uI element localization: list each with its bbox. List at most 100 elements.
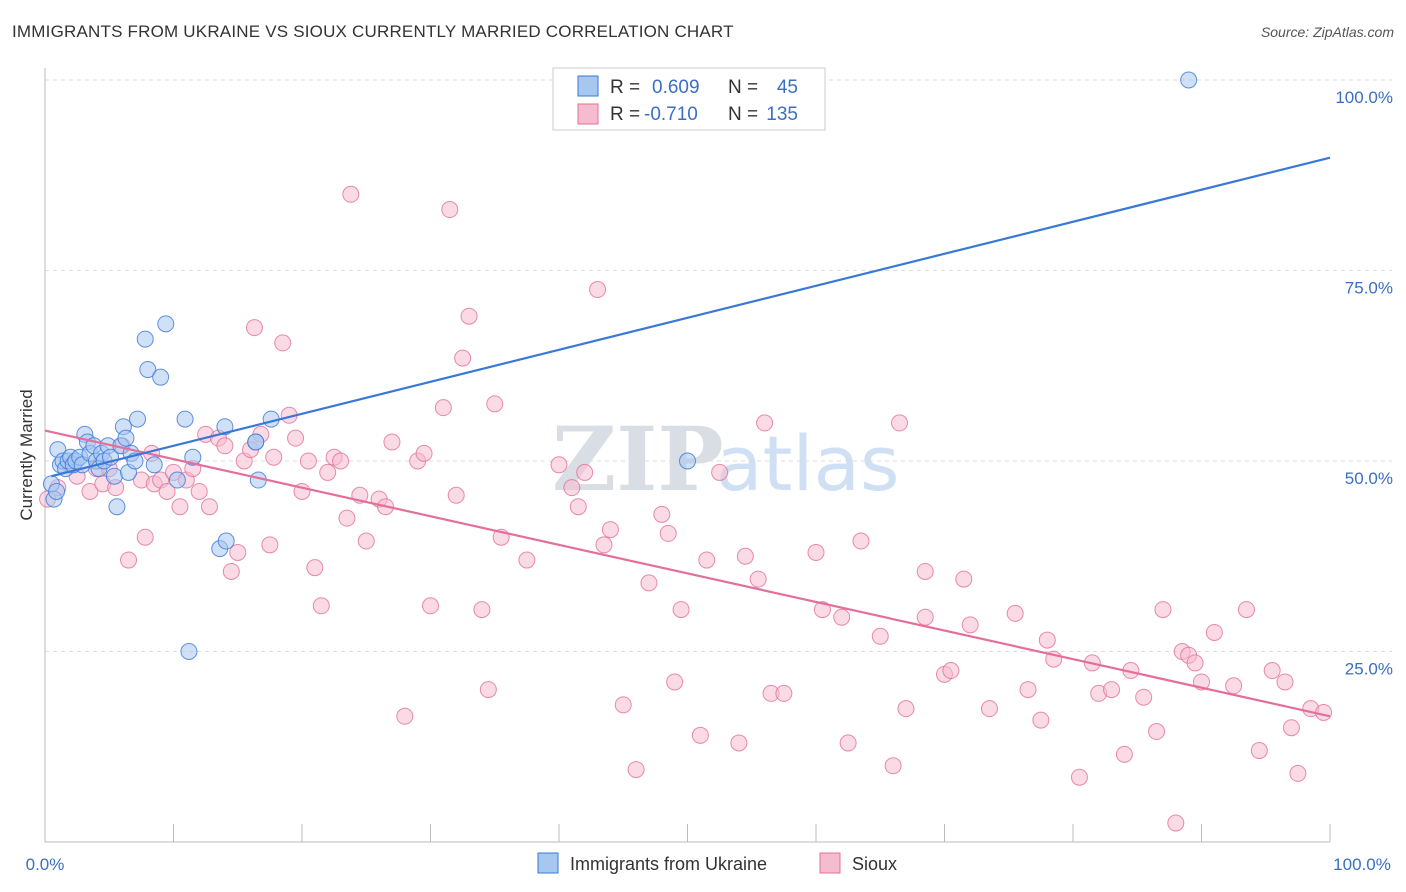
ukraine-point-45 [247, 433, 265, 451]
sioux-point-79 [691, 726, 709, 744]
ukraine-point-40 [184, 448, 202, 466]
sioux-point-34 [274, 334, 292, 352]
watermark-atlas: atlas [716, 419, 900, 508]
ukraine-point-35 [152, 368, 170, 386]
ukraine-point-24 [108, 498, 126, 516]
sioux-point-91 [839, 734, 857, 752]
legend-top: R = 0.609 N = 45 R = -0.710 N = 135 [552, 67, 826, 131]
trend-lines [44, 156, 1331, 718]
sioux-point-82 [730, 734, 748, 752]
sioux-point-25 [216, 437, 234, 455]
sioux-point-10 [120, 551, 138, 569]
chart-title: IMMIGRANTS FROM UKRAINE VS SIOUX CURRENT… [12, 22, 734, 41]
sioux-point-60 [473, 601, 491, 619]
sioux-point-41 [319, 463, 337, 481]
sioux-point-124 [1225, 677, 1243, 695]
sioux-point-18 [171, 498, 189, 516]
sioux-point-74 [640, 574, 658, 592]
y-tick-label-3: 100.0% [1335, 88, 1393, 107]
ukraine-point-33 [139, 361, 157, 379]
sioux-point-81 [711, 463, 729, 481]
legend-sioux-n-value: 135 [766, 104, 798, 125]
legend-bottom-sioux-label: Sioux [852, 854, 897, 874]
ukraine-point-39 [180, 643, 198, 660]
sioux-point-40 [312, 597, 330, 615]
sioux-point-104 [1006, 604, 1024, 622]
sioux-point-21 [190, 482, 208, 500]
sioux-point-89 [813, 601, 831, 619]
sioux-point-115 [1135, 688, 1153, 706]
ukraine-point-34 [145, 456, 163, 474]
sioux-point-44 [338, 509, 356, 527]
sioux-point-88 [807, 543, 825, 561]
sioux-point-117 [1154, 601, 1172, 619]
ukraine-point-48 [679, 452, 696, 470]
sioux-point-116 [1148, 723, 1166, 741]
sioux-point-50 [383, 433, 401, 451]
sioux-point-100 [942, 662, 960, 680]
sioux-point-70 [595, 536, 613, 554]
sioux-point-113 [1115, 745, 1133, 763]
sioux-point-64 [518, 551, 536, 569]
sioux-point-87 [775, 684, 793, 702]
sioux-point-16 [158, 482, 176, 500]
sioux-point-75 [653, 505, 671, 523]
x-tick-label-min: 0.0% [26, 855, 65, 874]
sioux-point-107 [1038, 631, 1056, 649]
sioux-point-71 [601, 521, 619, 539]
sioux-point-68 [576, 463, 594, 481]
sioux-point-126 [1250, 742, 1268, 760]
sioux-point-128 [1276, 673, 1294, 691]
sioux-point-12 [136, 528, 154, 546]
sioux-point-38 [299, 452, 317, 470]
sioux-point-127 [1263, 662, 1281, 680]
ukraine-point-43 [217, 532, 235, 550]
legend-sioux-r-label: R = [610, 104, 640, 125]
sioux-point-132 [1315, 703, 1333, 721]
sioux-point-92 [852, 532, 870, 550]
legend-bottom-sioux-swatch [819, 852, 841, 874]
y-tick-labels: 25.0% 50.0% 75.0% 100.0% [1335, 88, 1393, 679]
sioux-point-121 [1186, 654, 1204, 672]
ukraine-point-27 [117, 429, 135, 447]
ukraine-point-36 [157, 315, 175, 333]
sioux-point-80 [698, 551, 716, 569]
ukraine-point-49 [1180, 71, 1198, 89]
sioux-point-59 [460, 307, 478, 325]
sioux-point-97 [916, 608, 934, 626]
legend-ukraine-n-label: N = [728, 77, 758, 98]
sioux-point-112 [1103, 681, 1121, 699]
sioux-point-85 [756, 414, 774, 432]
sioux-point-69 [589, 281, 607, 299]
y-tick-label-2: 75.0% [1345, 279, 1393, 298]
sioux-point-78 [672, 601, 690, 619]
legend-ukraine-r-value: 0.609 [652, 77, 700, 98]
sioux-point-83 [736, 547, 754, 565]
legend-ukraine-swatch [577, 75, 599, 97]
sioux-point-105 [1019, 681, 1037, 699]
sioux-point-72 [614, 696, 632, 714]
sioux-points [39, 185, 1333, 832]
sioux-point-26 [222, 562, 240, 580]
sioux-point-77 [666, 673, 684, 691]
sioux-point-123 [1205, 623, 1223, 641]
sioux-point-4 [81, 482, 99, 500]
sioux-point-56 [441, 201, 459, 219]
sioux-point-30 [245, 319, 263, 337]
sioux-point-76 [659, 524, 677, 542]
sioux-point-94 [884, 757, 902, 775]
legend-sioux-swatch [577, 103, 599, 125]
x-tick-label-max: 100.0% [1333, 855, 1391, 874]
sioux-point-73 [627, 761, 645, 779]
sioux-point-33 [265, 448, 283, 466]
sioux-point-65 [550, 456, 568, 474]
ukraine-trend-line [51, 156, 1331, 478]
sioux-point-57 [447, 486, 465, 504]
sioux-point-101 [955, 570, 973, 588]
gridlines [45, 79, 1392, 652]
sioux-point-84 [749, 570, 767, 588]
ukraine-point-42 [216, 418, 234, 436]
y-tick-label-1: 50.0% [1345, 469, 1393, 488]
y-axis-title: Currently Married [17, 389, 36, 520]
